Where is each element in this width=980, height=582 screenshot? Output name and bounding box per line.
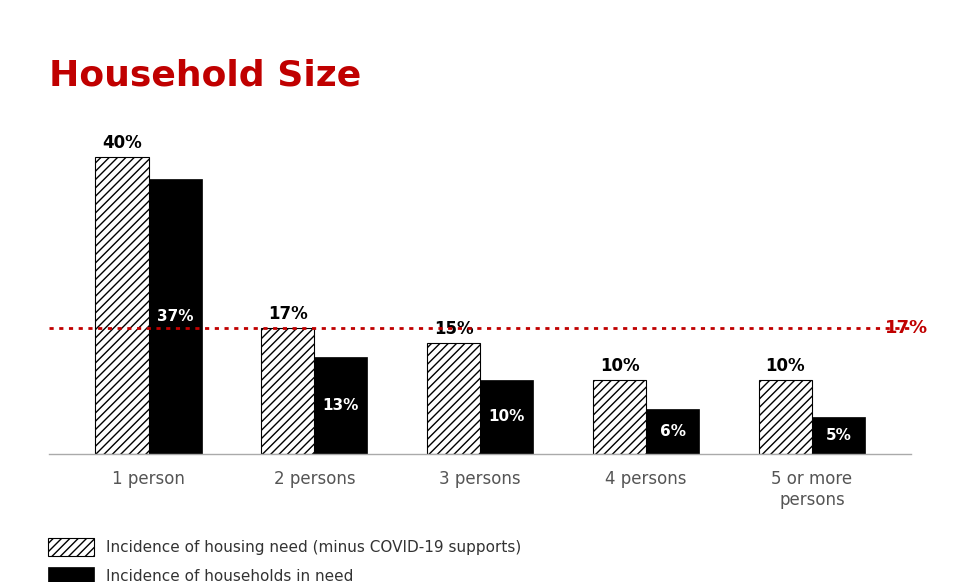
Bar bbox=[480, 379, 533, 454]
Text: 6%: 6% bbox=[660, 424, 686, 439]
Legend: Incidence of housing need (minus COVID-19 supports), Incidence of households in : Incidence of housing need (minus COVID-1… bbox=[48, 538, 521, 582]
Bar bbox=[759, 379, 811, 454]
Text: 37%: 37% bbox=[157, 309, 193, 324]
Bar bbox=[262, 328, 315, 454]
Text: 40%: 40% bbox=[102, 134, 142, 152]
Text: 17%: 17% bbox=[268, 305, 308, 323]
Text: Household Size: Household Size bbox=[49, 58, 362, 92]
Text: 5%: 5% bbox=[825, 428, 852, 443]
Text: 13%: 13% bbox=[322, 398, 359, 413]
Bar bbox=[427, 343, 480, 454]
Text: 10%: 10% bbox=[489, 409, 525, 424]
Bar bbox=[315, 357, 368, 454]
Bar bbox=[646, 409, 699, 454]
Bar bbox=[811, 417, 865, 454]
Text: 10%: 10% bbox=[765, 357, 806, 375]
Bar bbox=[95, 157, 149, 454]
Text: 10%: 10% bbox=[600, 357, 639, 375]
Bar bbox=[149, 179, 202, 454]
Text: 15%: 15% bbox=[434, 320, 473, 338]
Bar bbox=[593, 379, 646, 454]
Text: 17%: 17% bbox=[885, 319, 928, 336]
